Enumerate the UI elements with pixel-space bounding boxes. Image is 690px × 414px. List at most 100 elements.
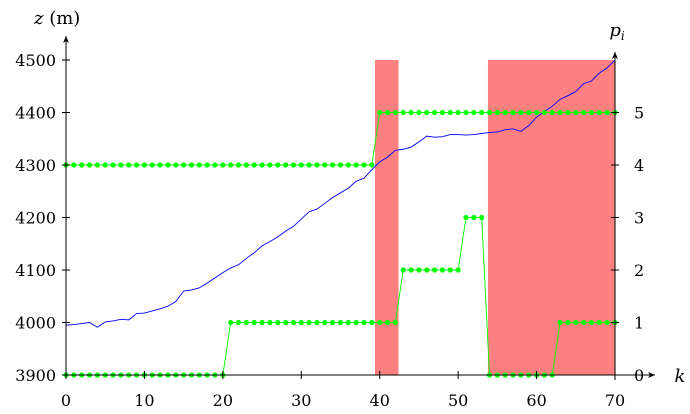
series-2-point	[102, 162, 108, 168]
series-2-point	[345, 162, 351, 168]
series-2-point	[133, 162, 140, 168]
series-2-point	[549, 109, 555, 116]
series-3-point	[283, 319, 289, 326]
series-2-point	[604, 109, 610, 116]
series-2-point	[377, 109, 383, 116]
series-2-point	[471, 109, 477, 116]
series-2-point	[494, 109, 500, 116]
series-2-point	[79, 162, 85, 168]
series-2-point	[455, 109, 461, 116]
series-2-point	[361, 162, 367, 168]
series-2-point	[118, 162, 124, 168]
series-3-point	[235, 319, 242, 326]
series-3-point	[416, 267, 422, 273]
series-3-point	[345, 319, 351, 326]
series-2-point	[588, 109, 595, 116]
x-tick-label: 40	[370, 391, 390, 410]
series-3-point	[353, 319, 359, 326]
series-2-point	[416, 109, 422, 116]
series-2-point	[196, 162, 202, 168]
x-tick-label: 70	[605, 391, 625, 410]
series-2-point	[447, 109, 453, 116]
series-3-point	[306, 319, 312, 326]
series-3-point	[259, 319, 265, 326]
series-2-point	[212, 162, 218, 168]
series-3-point	[298, 319, 304, 326]
series-2-point	[275, 162, 281, 168]
series-3-point	[439, 267, 446, 273]
y-right-tick-label: 2	[634, 261, 644, 280]
series-3-point	[275, 319, 281, 326]
series-3-point	[322, 319, 328, 326]
series-2-point	[126, 162, 132, 168]
y-axis-left-arrow	[63, 36, 69, 43]
series-2-point	[541, 109, 548, 116]
x-tick-label: 20	[213, 391, 233, 410]
series-2-point	[330, 162, 336, 168]
series-3-point	[471, 214, 477, 221]
series-2-point	[259, 162, 265, 168]
series-2-point	[110, 162, 116, 168]
y-right-tick-label: 5	[634, 104, 644, 123]
series-3-point	[455, 267, 461, 273]
series-3-point	[243, 319, 249, 326]
series-3-point	[463, 214, 469, 221]
series-3-point	[408, 267, 414, 273]
y-right-tick-label: 0	[634, 366, 644, 385]
series-3-point	[447, 267, 453, 273]
series-2-point	[251, 162, 257, 168]
series-3-point	[581, 319, 587, 326]
x-tick-label: 50	[448, 391, 468, 410]
series-3-point	[251, 319, 257, 326]
series-2-point	[400, 109, 406, 116]
y-left-tick-label: 4000	[15, 314, 56, 333]
series-line-1	[65, 59, 616, 328]
series-2-point	[188, 162, 195, 168]
x-tick-label: 10	[134, 391, 154, 410]
x-axis-arrow	[648, 372, 655, 378]
series-2-point	[157, 162, 163, 168]
series-2-point	[502, 109, 508, 116]
series-2-point	[353, 162, 359, 168]
highlight-regions	[375, 60, 615, 375]
series-2-point	[432, 109, 438, 116]
series-2-point	[392, 109, 398, 116]
series-3-point	[337, 319, 344, 326]
x-tick-label: 30	[291, 391, 311, 410]
y-right-tick-label: 1	[634, 314, 644, 333]
series-3-point	[330, 319, 336, 326]
series-2-point	[94, 162, 100, 168]
y-right-tick-label: 3	[634, 209, 644, 228]
series-3-point	[565, 319, 571, 326]
y-left-tick-label: 4100	[15, 261, 56, 280]
series-2-point	[220, 162, 226, 168]
series-2-point	[463, 109, 469, 116]
series-2-point	[173, 162, 179, 168]
series-3-point	[290, 319, 297, 326]
series-2-point	[557, 109, 563, 116]
series-2-point	[510, 109, 516, 116]
series-2-point	[408, 109, 414, 116]
series-3-point	[361, 319, 367, 326]
series-3-point	[424, 267, 430, 273]
series-3-point	[604, 319, 610, 326]
series-2-point	[337, 162, 344, 168]
y-left-tick-label: 4300	[15, 156, 56, 175]
series-2-point	[181, 162, 187, 168]
series-3-point	[392, 319, 398, 326]
series-2-point	[439, 109, 446, 116]
series-2-point	[235, 162, 242, 168]
series-3-point	[400, 267, 406, 273]
series-2-point	[526, 109, 532, 116]
y-left-tick-label: 3900	[15, 366, 56, 385]
y-left-tick-label: 4200	[15, 209, 56, 228]
series-2-point	[71, 162, 77, 168]
y-axis-right-arrow	[612, 52, 618, 59]
series-2-point	[486, 109, 493, 116]
series-3-point	[573, 319, 579, 326]
series-3-point	[384, 319, 391, 326]
x-tick-label: 0	[61, 391, 71, 410]
series-2-point	[267, 162, 273, 168]
y-left-tick-label: 4500	[15, 51, 56, 70]
